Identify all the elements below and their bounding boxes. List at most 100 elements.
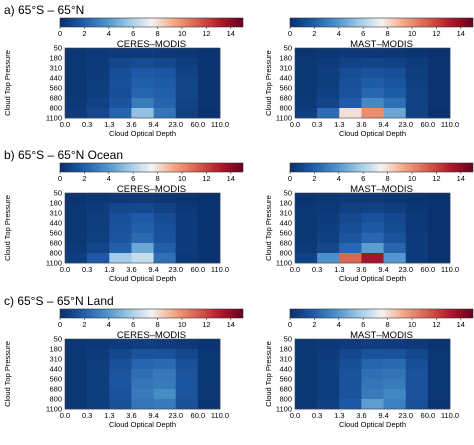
colorbar-tick-label: 4 [337,29,341,38]
colorbar-tick-label: 14 [227,174,235,183]
heatmap-cell [317,399,340,410]
heatmap-cell [383,88,407,99]
x-axis-label: Cloud Optical Depth [339,420,406,429]
heatmap-cell [109,98,132,109]
panel-title: MAST–MODIS [350,330,413,341]
heatmap-cell [87,78,110,89]
heatmap-cell [295,233,318,244]
heatmap-cell [317,389,340,400]
y-tick-label: 800 [49,249,62,258]
heatmap-cell [361,339,384,350]
heatmap-cell [295,223,318,234]
heatmap-cell [109,349,132,360]
heatmap-cell [427,98,451,109]
colorbar-tick-label: 2 [82,174,86,183]
heatmap-cell [317,369,340,380]
heatmap-cell [339,233,362,244]
colorbar-tick-label: 0 [58,174,62,183]
heatmap-cell [339,213,362,224]
heatmap-cell [65,223,88,234]
plot-frame [64,338,221,410]
heatmap-cell [383,359,407,370]
heatmap-cell [87,48,110,59]
heatmap-cell [383,243,407,254]
heatmap-cell [175,213,199,224]
heatmap-cell [109,233,132,244]
heatmap-cell [109,253,132,264]
y-axis-label: Cloud Top Pressure [264,50,273,116]
x-tick-label: 0.0 [290,411,300,420]
x-tick-label: 9.4 [378,120,388,129]
heatmap-cell [131,379,154,390]
heatmap-cell [427,58,451,69]
x-tick-label: 9.4 [148,120,158,129]
heatmap-cell [65,359,88,370]
heatmap-cell [131,369,154,380]
heatmap-cell [295,58,318,69]
heatmap-cell [339,193,362,204]
heatmap-panel: 0 2 4 6 8 10 12 14 CERES–MODIS 501803104405606808… [3,162,244,283]
heatmap-cell [361,88,384,99]
colorbar-tick-label: 14 [457,320,465,329]
plot-frame [64,47,221,119]
y-tick-label: 560 [279,84,292,93]
heatmap-cell [361,108,384,119]
x-axis-label: Cloud Optical Depth [339,129,406,138]
x-tick-label: 1.3 [334,265,344,274]
y-tick-label: 180 [49,199,62,208]
heatmap-cell [317,359,340,370]
y-tick-label: 180 [279,54,292,63]
heatmap-cell [317,213,340,224]
colorbar-tick-label: 14 [227,29,235,38]
heatmap-cell [361,58,384,69]
heatmap-cell [197,369,221,380]
heatmap-cell [87,369,110,380]
heatmap-cell [153,48,177,59]
y-tick-label: 1100 [276,405,292,414]
heatmap-cell [87,349,110,360]
heatmap-cell [339,108,362,119]
heatmap-cell [427,389,451,400]
colorbar-tick-label: 4 [337,320,341,329]
heatmap-cell [153,193,177,204]
heatmap-cell [339,58,362,69]
heatmap-cell [295,213,318,224]
heatmap-cell [197,193,221,204]
heatmap-cell [361,359,384,370]
heatmap-cell [427,369,451,380]
y-tick-label: 440 [279,219,292,228]
heatmap-cell [295,399,318,410]
heatmap-cell [175,68,199,79]
heatmap-cell [361,243,384,254]
x-tick-label: 0.0 [60,265,70,274]
heatmap-cell [175,369,199,380]
x-tick-label: 1.3 [104,120,114,129]
row-title: b) 65°S – 65°N Ocean [4,148,123,162]
heatmap-cell [383,389,407,400]
heatmap-cell [383,58,407,69]
colorbar-tick-label: 2 [312,29,316,38]
panel-title: CERES–MODIS [117,330,186,341]
colorbar-tick-label: 6 [131,320,135,329]
y-tick-label: 680 [279,385,292,394]
heatmap-cell [339,389,362,400]
heatmap-cell [153,78,177,89]
y-tick-label: 560 [49,229,62,238]
x-tick-label: 110.0 [211,265,229,274]
heatmap-cell [317,88,340,99]
heatmap-cell [65,233,88,244]
x-tick-label: 60.0 [191,411,206,420]
y-tick-label: 50 [284,335,292,344]
x-tick-label: 23.0 [168,120,183,129]
heatmap-cell [405,88,429,99]
y-tick-label: 1100 [276,259,292,268]
x-tick-label: 0.0 [290,265,300,274]
heatmap-cell [65,98,88,109]
heatmap-cell [427,203,451,214]
heatmap-cell [317,233,340,244]
colorbar-tick-label: 4 [107,320,111,329]
heatmap-cell [131,389,154,400]
heatmap-cell [65,203,88,214]
heatmap-cell [87,379,110,390]
x-tick-label: 60.0 [421,120,436,129]
